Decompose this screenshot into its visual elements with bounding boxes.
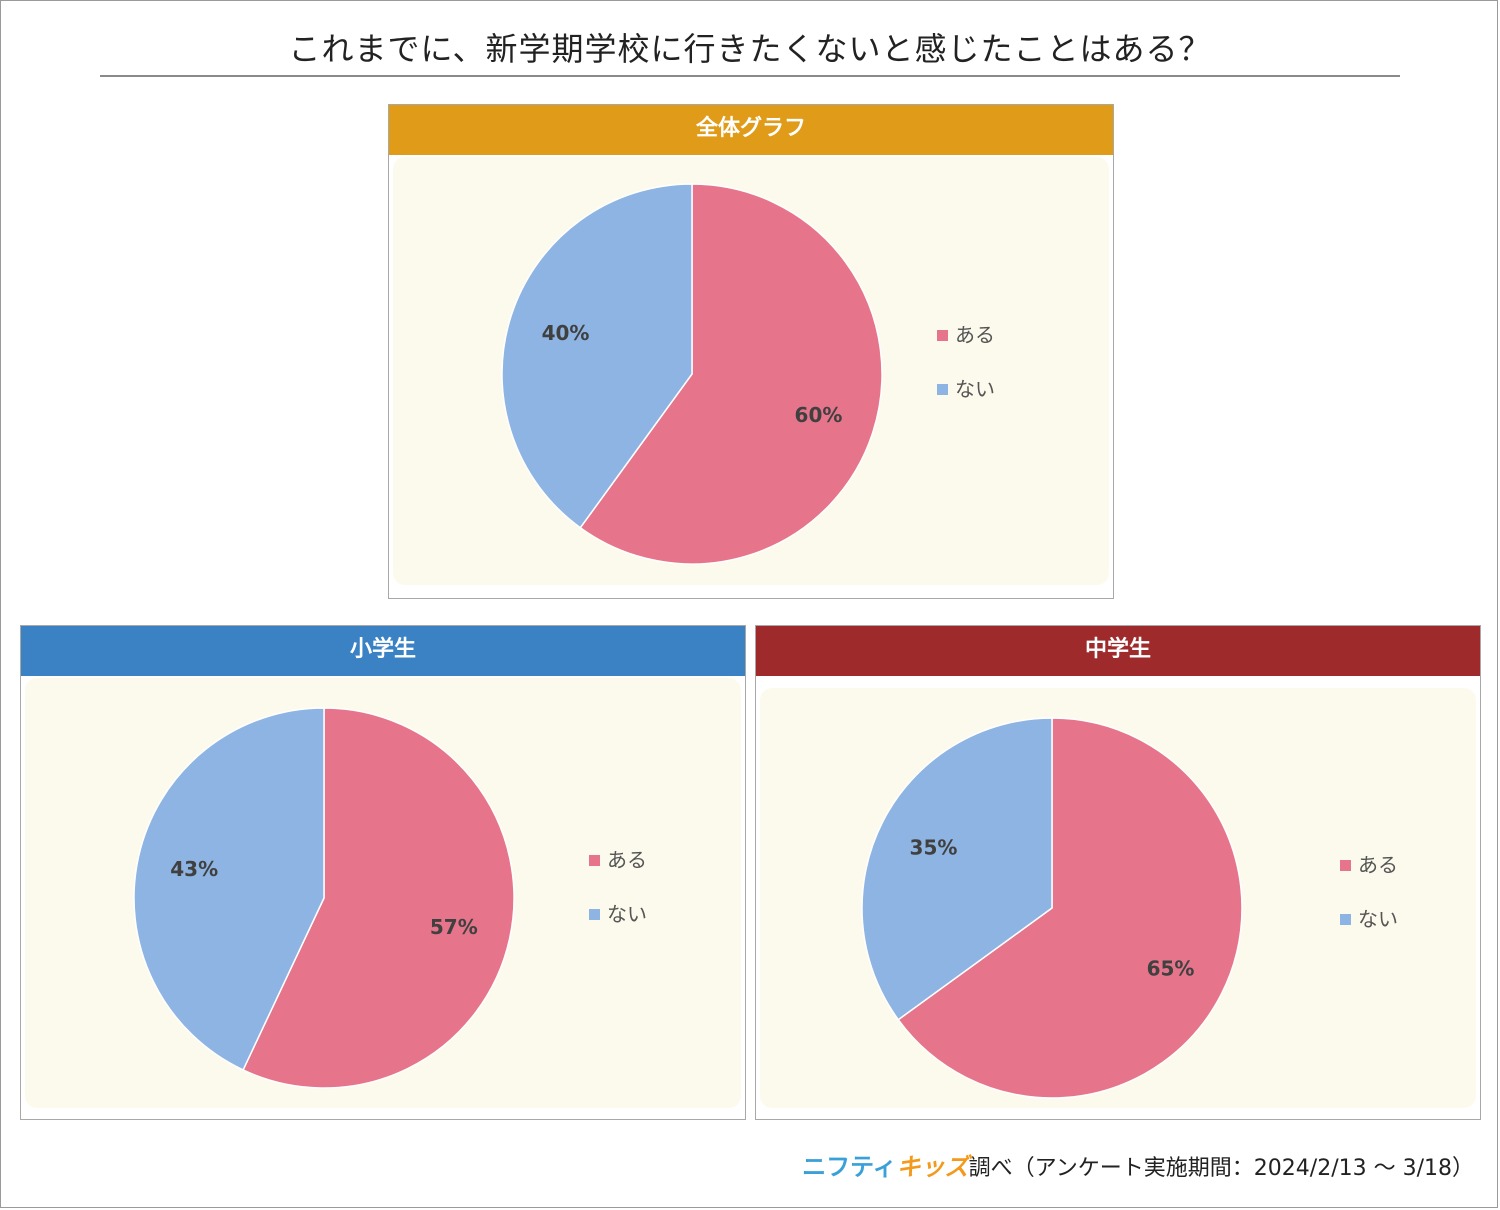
panel-overall: 全体グラフ 60% 40% あるない [388, 104, 1114, 599]
legend-swatch-overall-aru [937, 330, 948, 341]
legend-swatch-junior-high-aru [1340, 860, 1351, 871]
page-title: これまでに、新学期学校に行きたくないと感じたことはある？ [288, 30, 1212, 68]
legend-label-elementary-nai: ない [607, 902, 647, 926]
legend-label-overall-aru: ある [955, 323, 995, 347]
pie-slice-junior-high-nai [861, 717, 1053, 1021]
data-label-elementary-nai: 43% [170, 857, 218, 881]
legend-label-elementary-aru: ある [607, 848, 647, 872]
logo-nifty: ニフティ [802, 1153, 897, 1181]
logo-kids: キッズ [896, 1153, 969, 1181]
data-label-elementary-aru: 57% [430, 915, 478, 939]
pie-slice-elementary-nai [133, 707, 325, 1071]
panel-junior-high: 中学生 65% 35% あるない [755, 625, 1481, 1120]
source-note: ニフティキッズ調べ（アンケート実施期間：2024/2/13 ～ 3/18） [802, 1147, 1474, 1182]
pie-slice-overall-aru [579, 183, 883, 565]
pie-slice-elementary-aru [242, 707, 515, 1089]
panel-header-elementary: 小学生 [21, 626, 745, 676]
data-label-overall-aru: 60% [795, 403, 843, 427]
legend-label-junior-high-aru: ある [1358, 853, 1398, 877]
pie-slice-junior-high-aru [897, 717, 1243, 1099]
legend-swatch-elementary-nai [589, 909, 600, 920]
legend-label-overall-nai: ない [955, 377, 995, 401]
data-label-overall-nai: 40% [542, 321, 590, 345]
panel-header-overall: 全体グラフ [389, 105, 1113, 155]
panel-header-junior-high: 中学生 [756, 626, 1480, 676]
title-divider [100, 75, 1400, 77]
panel-elementary: 小学生 57% 43% あるない [20, 625, 746, 1120]
legend-swatch-elementary-aru [589, 855, 600, 866]
legend-label-junior-high-nai: ない [1358, 907, 1398, 931]
data-label-junior-high-aru: 65% [1147, 956, 1195, 980]
legend-swatch-junior-high-nai [1340, 914, 1351, 925]
source-text: 調べ（アンケート実施期間：2024/2/13 ～ 3/18） [968, 1156, 1474, 1181]
pie-slice-overall-nai [501, 183, 693, 529]
data-label-junior-high-nai: 35% [910, 836, 958, 860]
legend-swatch-overall-nai [937, 384, 948, 395]
